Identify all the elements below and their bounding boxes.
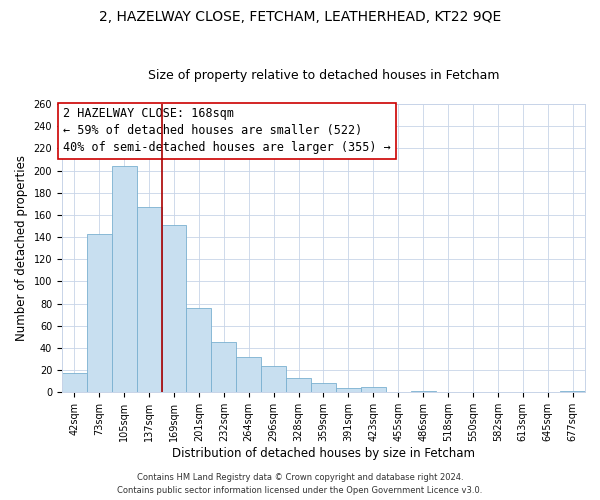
Bar — [87, 234, 112, 392]
Bar — [261, 366, 286, 392]
Bar — [236, 357, 261, 392]
Bar — [187, 308, 211, 392]
Bar — [336, 388, 361, 392]
Title: Size of property relative to detached houses in Fetcham: Size of property relative to detached ho… — [148, 69, 499, 82]
Y-axis label: Number of detached properties: Number of detached properties — [15, 155, 28, 341]
Text: Contains HM Land Registry data © Crown copyright and database right 2024.
Contai: Contains HM Land Registry data © Crown c… — [118, 474, 482, 495]
Bar — [410, 391, 436, 392]
Bar — [560, 391, 585, 392]
Bar — [161, 225, 187, 392]
Bar — [286, 378, 311, 392]
Bar — [62, 374, 87, 392]
Bar — [137, 207, 161, 392]
Bar — [112, 166, 137, 392]
Text: 2, HAZELWAY CLOSE, FETCHAM, LEATHERHEAD, KT22 9QE: 2, HAZELWAY CLOSE, FETCHAM, LEATHERHEAD,… — [99, 10, 501, 24]
Bar — [311, 384, 336, 392]
X-axis label: Distribution of detached houses by size in Fetcham: Distribution of detached houses by size … — [172, 447, 475, 460]
Bar — [361, 387, 386, 392]
Text: 2 HAZELWAY CLOSE: 168sqm
← 59% of detached houses are smaller (522)
40% of semi-: 2 HAZELWAY CLOSE: 168sqm ← 59% of detach… — [63, 108, 391, 154]
Bar — [211, 342, 236, 392]
